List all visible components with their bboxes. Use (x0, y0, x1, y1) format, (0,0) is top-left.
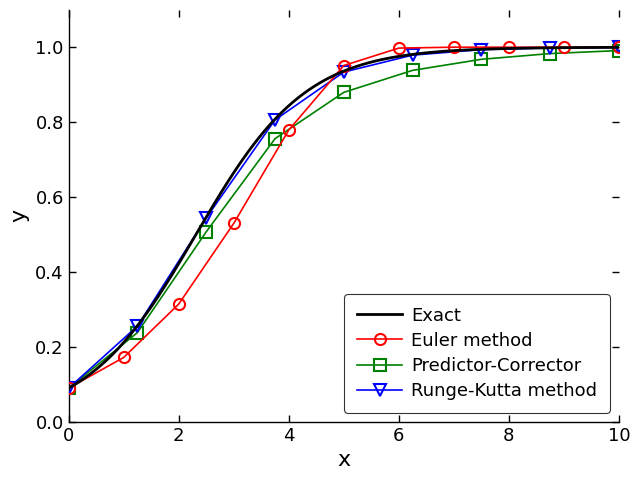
Runge-Kutta method (134, 323, 141, 329)
Predictor-Corrector (409, 68, 417, 73)
Line: Predictor-Corrector: Predictor-Corrector (63, 45, 625, 394)
Euler method (505, 44, 513, 50)
Exact (602, 45, 609, 50)
Euler method (395, 45, 403, 51)
Runge-Kutta method (547, 45, 554, 51)
Euler method (285, 127, 292, 133)
Runge-Kutta method (340, 69, 348, 75)
Euler method (450, 44, 458, 50)
Predictor-Corrector (477, 57, 485, 62)
Exact (65, 385, 72, 391)
Runge-Kutta method (409, 52, 417, 58)
Runge-Kutta method (477, 47, 485, 52)
Runge-Kutta method (271, 117, 279, 123)
Legend: Exact, Euler method, Predictor-Corrector, Runge-Kutta method: Exact, Euler method, Predictor-Corrector… (344, 294, 610, 413)
Exact (363, 60, 371, 66)
Euler method (560, 44, 568, 50)
Line: Euler method: Euler method (63, 42, 625, 394)
Euler method (120, 355, 127, 360)
Predictor-Corrector (134, 330, 141, 336)
Euler method (340, 62, 348, 68)
Runge-Kutta method (202, 215, 210, 221)
Exact (516, 45, 524, 51)
Euler method (65, 385, 72, 391)
Predictor-Corrector (271, 136, 279, 142)
Predictor-Corrector (547, 51, 554, 57)
Exact (615, 45, 623, 50)
Line: Exact: Exact (68, 48, 619, 388)
X-axis label: x: x (337, 450, 350, 470)
Euler method (615, 44, 623, 50)
Euler method (230, 220, 237, 226)
Runge-Kutta method (615, 45, 623, 50)
Predictor-Corrector (65, 385, 72, 391)
Euler method (175, 301, 182, 307)
Predictor-Corrector (615, 48, 623, 53)
Predictor-Corrector (202, 229, 210, 235)
Exact (392, 54, 400, 60)
Runge-Kutta method (65, 385, 72, 391)
Exact (330, 73, 337, 79)
Predictor-Corrector (340, 89, 348, 95)
Y-axis label: y: y (10, 209, 29, 222)
Exact (326, 74, 334, 80)
Line: Runge-Kutta method: Runge-Kutta method (63, 42, 625, 394)
